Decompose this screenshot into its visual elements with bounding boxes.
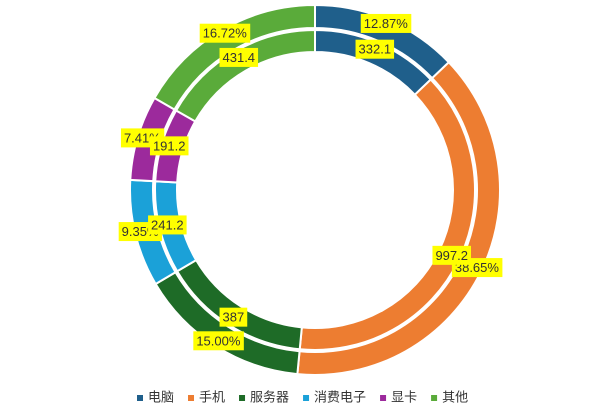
legend-label: 手机 — [199, 389, 225, 404]
data-label: 191.2 — [153, 138, 186, 153]
data-label: 387 — [223, 310, 245, 325]
ring-slice — [153, 3, 316, 111]
data-label: 997.2 — [435, 248, 468, 263]
data-label: 332.1 — [359, 42, 392, 57]
data-label: 15.00% — [196, 333, 241, 348]
ring-slice — [174, 28, 316, 123]
legend-label: 显卡 — [391, 389, 417, 404]
data-label-group: 997.2 — [432, 245, 471, 265]
data-label: 431.4 — [223, 50, 256, 65]
data-label-group: 15.00% — [193, 331, 244, 351]
legend-label: 其他 — [442, 389, 468, 404]
data-label-bg — [149, 136, 189, 156]
legend-swatch — [137, 395, 143, 401]
data-label-bg — [360, 13, 412, 33]
data-label-bg — [432, 245, 471, 265]
legend-swatch — [431, 395, 438, 401]
legend-swatch — [239, 395, 246, 401]
data-label-bg — [199, 23, 251, 43]
legend-label: 消费电子 — [314, 389, 366, 404]
legend-label: 服务器 — [250, 389, 289, 404]
data-label: 241.2 — [151, 217, 184, 232]
legend-swatch — [303, 395, 310, 401]
data-label: 16.72% — [203, 26, 248, 41]
data-label-group: 387 — [219, 307, 248, 327]
data-label-group: 16.72% — [199, 23, 251, 43]
data-label-group: 332.1 — [355, 39, 395, 59]
legend-swatch — [380, 395, 387, 401]
data-label-group: 12.87% — [360, 13, 412, 33]
data-label-bg — [193, 331, 244, 351]
legend-label: 电脑 — [148, 389, 174, 404]
data-label: 12.87% — [364, 16, 409, 31]
data-label-group: 191.2 — [149, 136, 189, 156]
data-label-bg — [219, 307, 248, 327]
data-label-group: 241.2 — [148, 215, 187, 235]
data-label-bg — [219, 47, 259, 67]
data-label-group: 431.4 — [219, 47, 259, 67]
data-label-bg — [148, 215, 187, 235]
legend-swatch — [188, 395, 195, 401]
data-label-bg — [355, 39, 395, 59]
